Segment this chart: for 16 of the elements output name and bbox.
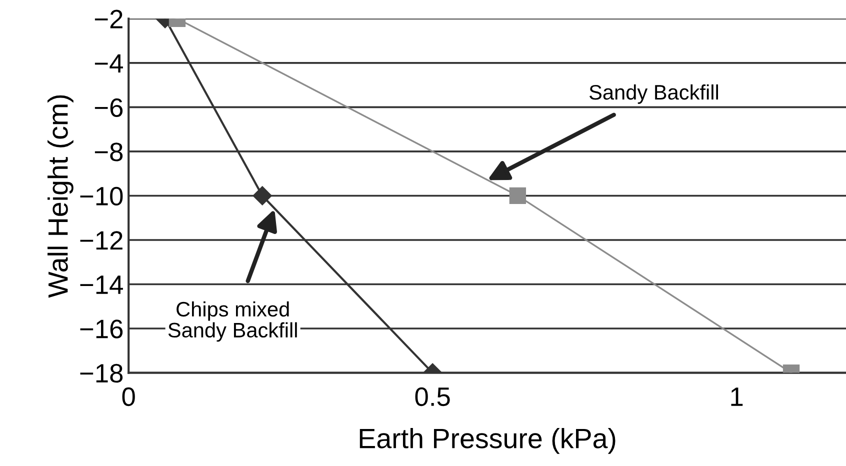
x-tick-label: 0 [122,387,135,406]
y-tick-label: −6 [94,98,123,117]
y-axis-title: Wall Height (cm) [48,95,74,298]
x-axis-title: Earth Pressure (kPa) [360,428,616,454]
y-tick-label: −18 [80,364,123,383]
annotation: Sandy Backfill [589,84,718,104]
y-tick-label: −2 [94,10,122,28]
y-tick-label: −10 [80,186,123,206]
y-tick-label: −8 [94,142,123,162]
y-tick-label: −12 [80,231,122,250]
y-tick-label: −14 [80,276,123,294]
y-tick-label: −4 [94,54,123,72]
x-tick-label: 1 [731,388,743,406]
annotation: Chips mixed Sandy Backfill [168,301,297,342]
x-tick-label: 0.5 [415,387,450,406]
y-tick-label: −16 [80,320,123,338]
